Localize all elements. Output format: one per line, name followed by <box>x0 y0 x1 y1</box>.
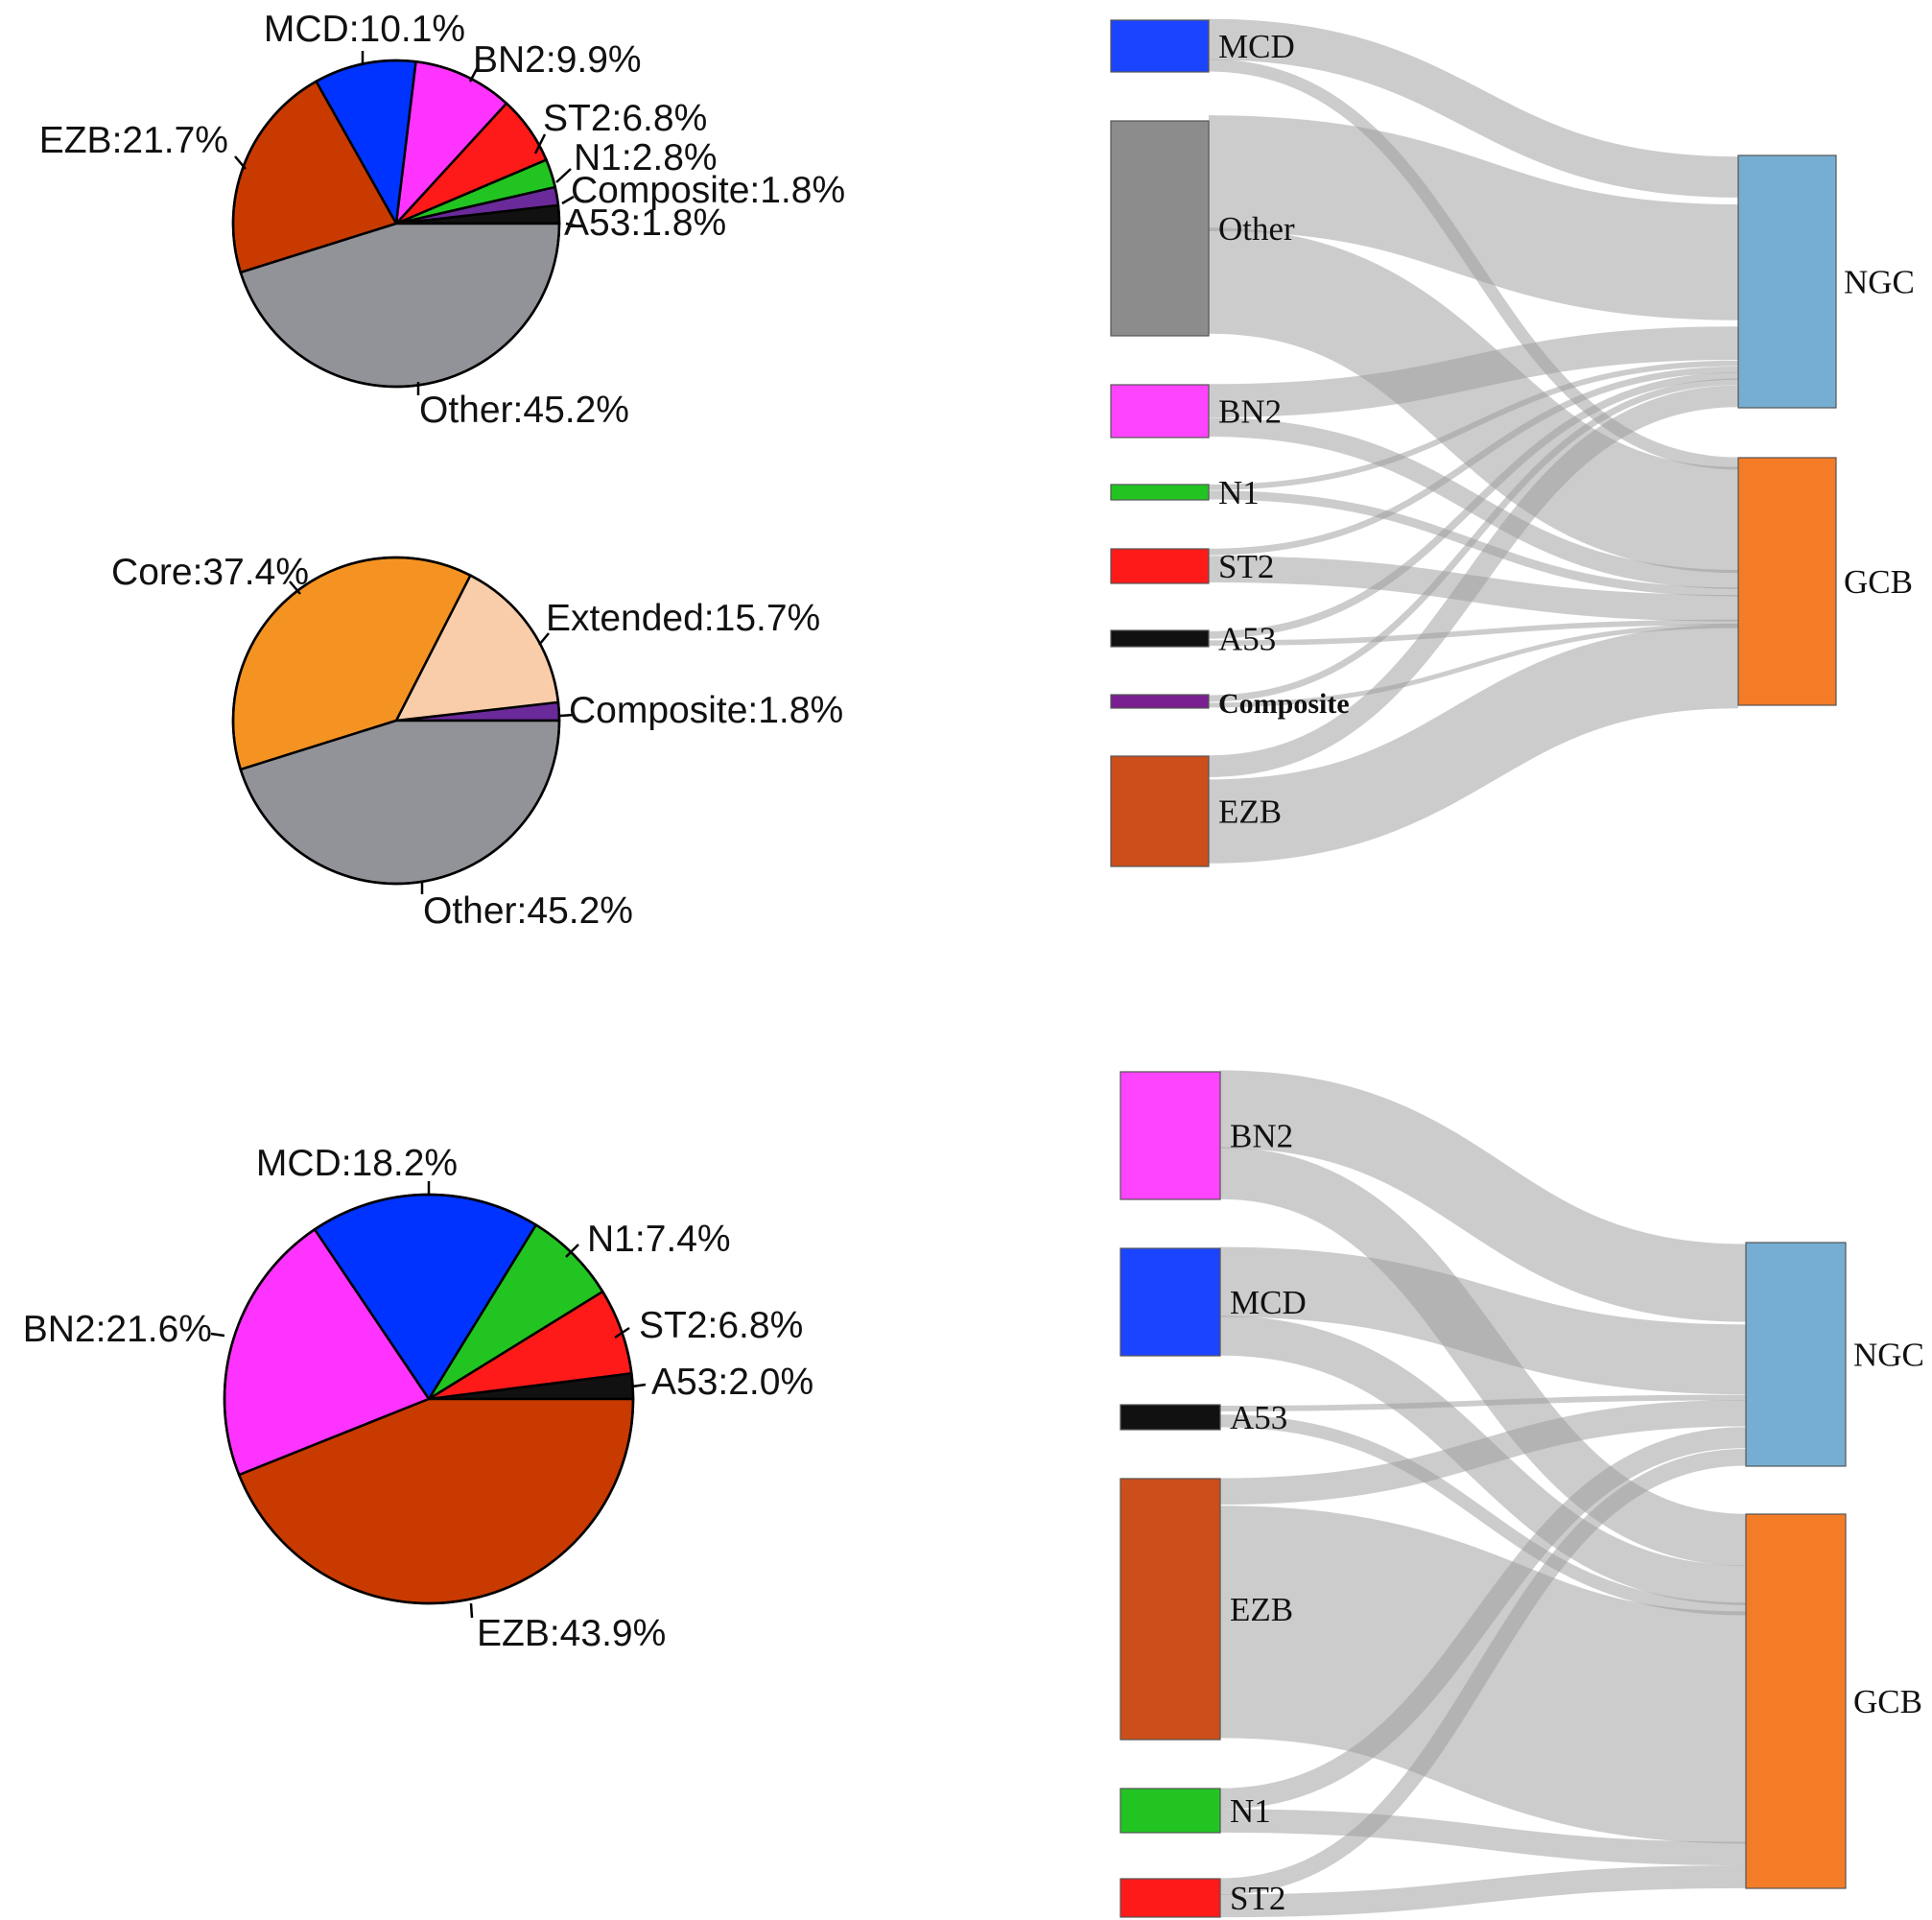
leader-line-composite <box>559 713 575 718</box>
leader-line-st2 <box>533 133 547 154</box>
sankey-node-label-ngc: NGC <box>1853 1337 1924 1374</box>
sankey-link-st2-to-ngc <box>1219 1448 1747 1895</box>
sankey-node-bn2 <box>1110 384 1210 439</box>
pie-label-bn2: BN2:21.6% <box>23 1309 212 1350</box>
pie-chart-subtypes: A53:1.8%Composite:1.8%N1:2.8%ST2:6.8% BN2… <box>39 9 845 431</box>
sankey-link-a53-to-ngc <box>1208 372 1739 639</box>
pie-label-ezb: EZB:43.9% <box>477 1613 666 1654</box>
pie-label-ezb: EZB:21.7% <box>39 120 228 161</box>
pie-chart-subtypes-second-cohort: A53:2.0% ST2:6.8% N1:7.4% MCD:18.2% BN2:21.6… <box>23 1143 813 1654</box>
sankey-link-composite-to-gcb <box>1208 623 1739 708</box>
leader-line-a53 <box>565 222 579 228</box>
sankey-node-composite <box>1110 694 1210 709</box>
pie-label-n1: N1:2.8% <box>574 137 718 178</box>
sankey-link-composite-to-ngc <box>1208 378 1739 702</box>
sankey-node-st2 <box>1110 548 1210 584</box>
sankey-node-a53 <box>1110 629 1210 648</box>
pie-label-composite: Composite:1.8% <box>569 690 843 731</box>
sankey-node-n1 <box>1119 1788 1221 1834</box>
sankey-node-ngc <box>1745 1242 1847 1467</box>
sankey-node-label-n1: N1 <box>1230 1792 1271 1830</box>
sankey-link-other-to-ngc <box>1208 115 1739 320</box>
sankey-node-bn2 <box>1119 1071 1221 1200</box>
sankey-link-bn2-to-ngc <box>1219 1070 1747 1322</box>
sankey-node-label-composite: Composite <box>1218 688 1350 720</box>
sankey-link-n1-to-gcb <box>1219 1809 1747 1866</box>
sankey-node-a53 <box>1119 1404 1221 1431</box>
sankey-link-ezb-to-ngc <box>1208 385 1739 777</box>
sankey-link-st2-to-gcb <box>1219 1865 1747 1918</box>
leader-line-composite <box>561 195 575 205</box>
sankey-node-label-a53: A53 <box>1230 1399 1287 1436</box>
sankey-chart-second-cohort: BN2 MCD A53 EZB N1 ST2 NGC GCB <box>1119 1070 1924 1918</box>
pie-label-composite: Composite:1.8% <box>571 170 845 211</box>
leader-line-bn2 <box>210 1332 225 1338</box>
sankey-links <box>1208 18 1739 864</box>
sankey-link-a53-to-ngc <box>1219 1394 1747 1411</box>
sankey-link-ezb-to-ngc <box>1219 1399 1747 1505</box>
leader-line-n1 <box>555 168 572 183</box>
sankey-node-label-other: Other <box>1218 210 1295 248</box>
sankey-node-label-mcd: MCD <box>1218 28 1295 65</box>
sankey-link-a53-to-gcb <box>1208 619 1739 647</box>
sankey-links <box>1218 1070 1748 1918</box>
sankey-node-label-bn2: BN2 <box>1218 393 1282 431</box>
sankey-chart-subtypes-to-coo: MCD Other BN2 N1 ST2 A53 Composite EZB NGC GCB <box>1110 18 1915 867</box>
sankey-node-ezb <box>1110 755 1210 867</box>
pie-label-mcd: MCD:18.2% <box>256 1143 458 1184</box>
leader-line-n1 <box>565 1244 579 1258</box>
pie-label-n1: N1:7.4% <box>587 1219 731 1260</box>
sankey-link-mcd-to-ngc <box>1219 1246 1747 1395</box>
sankey-node-gcb <box>1737 457 1837 706</box>
sankey-node-label-ezb: EZB <box>1230 1591 1293 1628</box>
pie-label-extended: Extended:15.7% <box>546 598 820 639</box>
sankey-link-bn2-to-ngc <box>1208 326 1739 418</box>
leader-line-core <box>289 581 301 595</box>
sankey-node-label-st2: ST2 <box>1218 548 1274 585</box>
sankey-node-ngc <box>1737 154 1837 409</box>
sankey-node-mcd <box>1119 1247 1221 1357</box>
pie-outline <box>223 1193 635 1605</box>
sankey-link-n1-to-ngc <box>1219 1427 1747 1810</box>
sankey-node-label-st2: ST2 <box>1230 1880 1285 1917</box>
sankey-node-label-a53: A53 <box>1218 621 1276 658</box>
sankey-node-gcb <box>1745 1513 1847 1889</box>
sankey-node-n1 <box>1110 484 1210 501</box>
pie-label-other: Other:45.2% <box>423 890 633 932</box>
pie-outline <box>231 59 561 389</box>
sankey-node-label-gcb: GCB <box>1853 1683 1922 1720</box>
pie-label-other: Other:45.2% <box>419 390 629 431</box>
sankey-link-ezb-to-gcb <box>1208 624 1739 864</box>
sankey-node-label-mcd: MCD <box>1230 1284 1307 1321</box>
sankey-link-n1-to-ngc <box>1208 360 1739 490</box>
sankey-link-a53-to-gcb <box>1219 1414 1747 1616</box>
sankey-node-label-bn2: BN2 <box>1230 1118 1293 1155</box>
leader-line-a53 <box>631 1383 647 1388</box>
pie-label-mcd: MCD:10.1% <box>264 9 465 50</box>
sankey-node-label-ezb: EZB <box>1218 794 1282 831</box>
pie-label-a53: A53:2.0% <box>651 1362 813 1403</box>
pie-outline <box>231 556 561 886</box>
pie-label-bn2: BN2:9.9% <box>473 39 642 81</box>
sankey-node-ezb <box>1119 1478 1221 1741</box>
pie-label-a53: A53:1.8% <box>564 202 726 244</box>
sankey-node-st2 <box>1119 1878 1221 1918</box>
sankey-node-mcd <box>1110 19 1210 73</box>
pie-label-core: Core:37.4% <box>111 552 309 593</box>
sankey-link-st2-to-ngc <box>1208 366 1739 556</box>
sankey-node-label-gcb: GCB <box>1844 563 1913 601</box>
pie-label-st2: ST2:6.8% <box>543 98 707 139</box>
sankey-node-label-ngc: NGC <box>1844 264 1915 301</box>
sankey-link-mcd-to-ngc <box>1208 18 1739 198</box>
pie-label-st2: ST2:6.8% <box>639 1305 803 1346</box>
pie-chart-core-extended: Composite:1.8% Extended:15.7% Core:37.4% Ot… <box>111 552 843 932</box>
sankey-link-other-to-gcb <box>1208 227 1739 574</box>
leader-line-ezb <box>469 1602 474 1619</box>
sankey-node-label-n1: N1 <box>1218 474 1260 511</box>
sankey-node-other <box>1110 120 1210 337</box>
